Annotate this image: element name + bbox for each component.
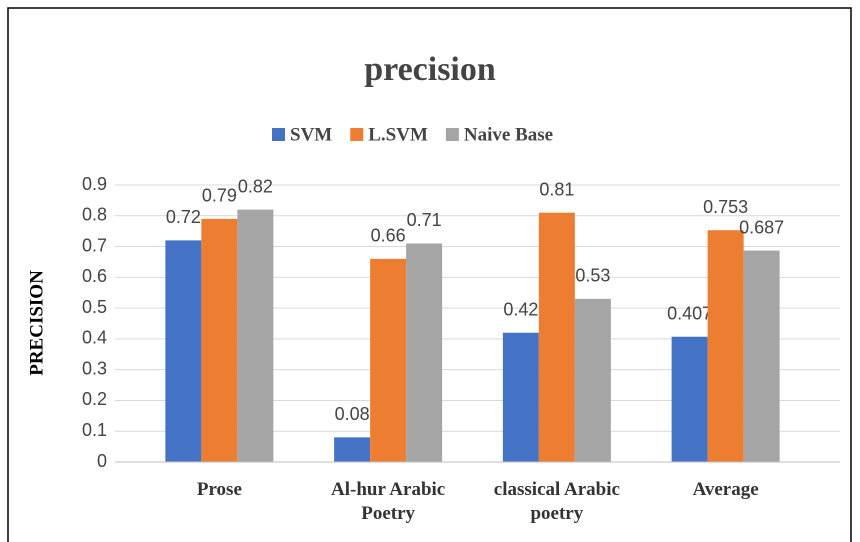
chart-title: precision <box>364 51 496 88</box>
value-label: 0.753 <box>703 197 748 217</box>
bar <box>201 218 238 462</box>
bar <box>671 336 708 462</box>
value-label: 0.72 <box>166 207 201 227</box>
value-label: 0.66 <box>371 226 406 246</box>
y-tick-label: 0.6 <box>82 266 107 286</box>
value-label: 0.79 <box>202 186 237 206</box>
bar <box>743 250 780 462</box>
value-label: 0.53 <box>575 266 610 286</box>
value-label: 0.42 <box>503 299 538 319</box>
y-tick-label: 0.2 <box>82 389 107 409</box>
y-tick-label: 0.8 <box>82 205 107 225</box>
value-label: 0.687 <box>739 217 784 237</box>
bar <box>237 209 274 462</box>
bar <box>538 212 575 462</box>
bar <box>334 437 371 462</box>
y-axis-label: PRECISION <box>26 270 47 376</box>
x-tick-label: Al-hur Arabic Poetry <box>331 479 446 524</box>
y-tick-label: 0.9 <box>82 174 107 194</box>
legend-swatch <box>350 128 364 141</box>
value-label: 0.82 <box>238 176 273 196</box>
y-tick-label: 0.1 <box>82 420 107 440</box>
y-tick-label: 0 <box>97 451 107 471</box>
bar <box>574 298 611 462</box>
y-tick-label: 0.4 <box>82 328 107 348</box>
value-label: 0.407 <box>667 303 712 323</box>
legend-label: Naive Base <box>464 124 553 145</box>
legend-label: SVM <box>290 124 332 145</box>
value-label: 0.81 <box>539 179 574 199</box>
legend-swatch <box>445 128 459 141</box>
y-tick-label: 0.5 <box>82 297 107 317</box>
bar <box>502 332 539 462</box>
legend-swatch <box>272 128 285 141</box>
y-tick-label: 0.7 <box>82 235 107 255</box>
y-tick-label: 0.3 <box>82 358 107 378</box>
value-label: 0.08 <box>335 404 370 424</box>
legend-label: L.SVM <box>368 124 428 145</box>
value-label: 0.71 <box>407 210 442 230</box>
x-tick-label: classical Arabic poetry <box>493 479 620 524</box>
x-tick-label: Prose <box>196 479 242 500</box>
bar <box>370 258 407 462</box>
bar <box>165 240 202 462</box>
bar <box>406 243 443 462</box>
bar <box>707 230 744 462</box>
x-tick-label: Average <box>692 479 759 500</box>
